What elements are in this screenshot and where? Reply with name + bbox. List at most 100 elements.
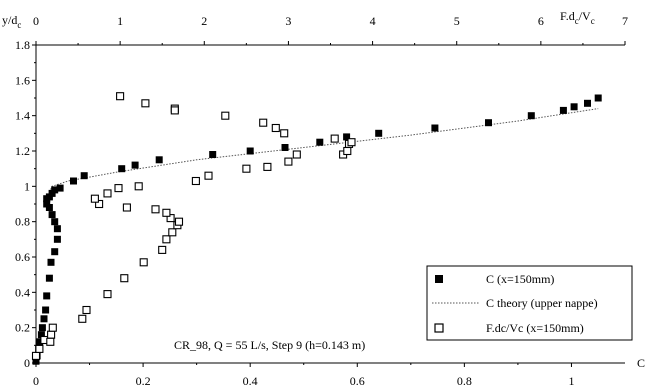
c-data-point [36,338,44,346]
data-marks [31,92,602,365]
c-data-point [281,144,289,151]
c-data-point [51,186,59,194]
fdc-data-point [170,106,179,115]
c-data-point [37,331,45,339]
legend-label-c-theory: C theory (upper nappe) [486,296,598,310]
c-theory-line [45,108,599,201]
fdc-data-point [47,330,56,339]
fdc-data-point [120,274,129,283]
c-data-point [559,106,567,114]
x-bottom-tick-label: 0.4 [243,374,258,388]
fdc-data-point [95,199,104,209]
fdc-data-point [263,162,272,171]
legend-marker-filled-square [435,275,443,283]
fdc-data-point [114,184,123,193]
chart-caption: CR_98, Q = 55 L/s, Step 9 (h=0.143 m) [174,338,365,352]
x-top-tick-label: 1 [117,14,123,28]
c-data-point [131,161,139,169]
c-data-point [42,306,50,314]
legend: C (x=150mm) C theory (upper nappe) F.dc/… [426,265,633,341]
fdc-data-point [174,217,184,226]
fdc-data-point [122,203,131,212]
c-data-point [32,357,40,365]
y-tick-label: 0 [24,356,30,370]
legend-label-c: C (x=150mm) [486,272,554,286]
y-tick-label: 0.6 [15,250,30,264]
c-data-point [527,112,535,120]
c-data-point [594,94,602,102]
c-data-point [485,119,492,127]
fdc-data-point [343,146,352,156]
fdc-data-point [166,214,175,223]
c-data-point [51,248,59,256]
fdc-data-point [347,138,356,147]
bottom-axis-title: C [637,356,645,370]
c-data-point [48,211,56,219]
legend-label-fdc: F.dc/Vc (x=150mm) [486,321,584,335]
c-data-point [584,99,591,107]
c-data-point [53,225,61,233]
c-data-point [47,258,55,266]
fdc-data-point [103,290,112,299]
c-data-point [43,200,51,208]
fdc-data-point [168,228,177,237]
fdc-data-point [141,99,150,108]
fdc-data-point [78,314,87,323]
c-data-point [45,274,53,282]
c-data-point [43,292,51,300]
x-bottom-tick-label: 0.6 [350,374,365,388]
c-data-point [209,151,217,158]
fdc-data-point [242,164,251,173]
c-data-point [40,315,48,323]
fdc-data-point [280,129,289,138]
x-top-tick-label: 2 [201,14,207,28]
x-top-tick-label: 4 [370,14,376,28]
fdc-data-point [46,337,55,346]
fdc-data-point [204,171,213,180]
axes: 00.20.40.60.811.21.41.61.80 0.2 0.4 0.6 0.8 1… [15,14,628,388]
fdc-data-point [31,351,41,360]
legend-marker-open-square [434,323,444,333]
c-data-point [375,129,383,137]
fdc-data-point [284,157,293,166]
x-bottom-tick-label: 0.2 [136,374,151,388]
fdc-data-point [82,305,91,315]
c-data-point [80,172,88,180]
c-data-point [38,324,46,332]
fdc-data-point [191,176,200,186]
fdc-data-point [221,111,230,120]
x-top-tick-label: 3 [285,14,291,28]
fdc-data-point [271,123,280,133]
y-tick-label: 0.8 [15,215,30,229]
y-tick-label: 1.2 [15,144,30,158]
x-top-tick-label: 0 [33,14,39,28]
fdc-data-point [90,194,99,203]
y-tick-label: 1.4 [15,109,30,123]
c-data-point [316,138,324,146]
x-bottom-tick-label: 0.8 [457,374,472,388]
legend-box [426,265,633,341]
fdc-data-point [35,344,44,353]
y-tick-label: 1.8 [15,38,30,52]
c-data-point [343,133,351,141]
y-tick-label: 1.6 [15,73,30,87]
fdc-data-point [330,134,339,143]
x-bottom-tick-label: 0 [33,374,39,388]
y-tick-label: 0.2 [15,321,30,335]
x-bottom-tick-label: 1 [568,374,574,388]
c-data-point [570,103,578,111]
fdc-data-point [139,258,148,267]
fdc-data-point [259,118,268,127]
fdc-data-point [134,182,143,191]
fdc-data-point [162,208,171,217]
c-data-point [118,165,126,173]
y-tick-label: 0.4 [15,285,30,299]
x-top-tick-label: 7 [622,14,628,28]
c-data-point [53,235,61,243]
c-data-point [70,177,77,185]
c-data-point [51,218,59,226]
top-axis-title: F.dc/Vc [560,9,595,26]
fdc-data-point [151,205,160,214]
fdc-data-point [48,323,57,332]
x-top-tick-label: 6 [538,14,544,28]
